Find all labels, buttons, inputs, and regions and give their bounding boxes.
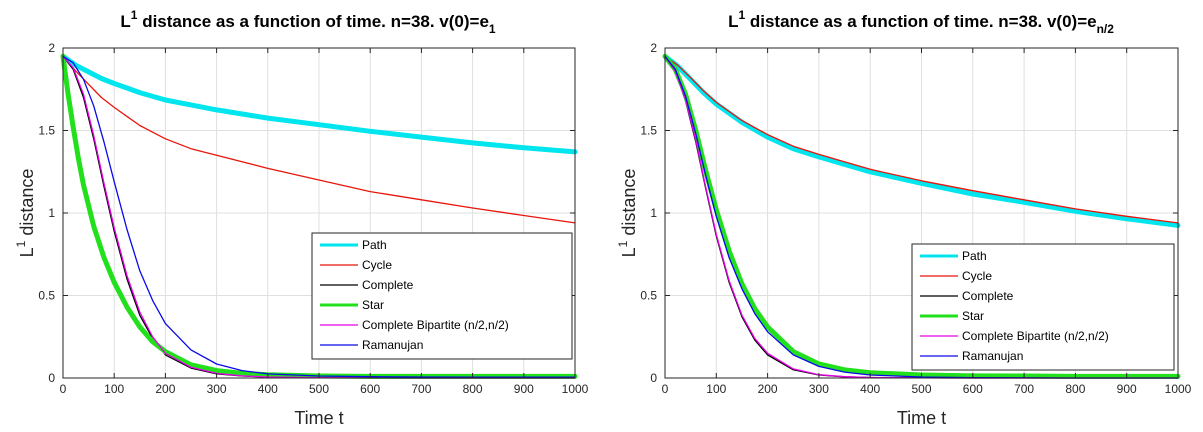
x-tick-label: 400 [860, 382, 880, 396]
y-tick-label: 0 [48, 371, 55, 385]
x-tick-label: 100 [706, 382, 726, 396]
y-tick-label: 1 [650, 206, 657, 220]
y-axis-label: L1 distance [14, 169, 37, 258]
y-tick-label: 0.5 [640, 289, 657, 303]
legend-label-complete-bipartite: Complete Bipartite (n/2,n/2) [362, 318, 509, 332]
legend: Path Cycle Complete Star Complete Bipartite … [311, 232, 573, 360]
series-line-path [662, 53, 1181, 228]
legend-label-star: Star [362, 298, 384, 312]
x-tick-label: 500 [911, 382, 931, 396]
x-tick-label: 800 [463, 382, 483, 396]
y-tick-label: 0 [650, 371, 657, 385]
series-line-path [60, 53, 578, 155]
chart-panel-2: 0 100 200 300 400 500 600 700 800 900 1000 0 0.5 1 1.5… [616, 8, 1192, 428]
legend-label-complete: Complete [362, 278, 414, 292]
x-tick-label: 900 [514, 382, 534, 396]
legend-label-cycle: Cycle [362, 258, 392, 272]
series-line-cycle [664, 55, 1179, 224]
legend-label-path: Path [362, 238, 387, 252]
legend-box [911, 243, 1175, 371]
y-axis-label: L1 distance [616, 169, 639, 258]
x-axis-label: Time t [897, 408, 946, 428]
x-tick-label: 100 [104, 382, 124, 396]
x-tick-label: 1000 [562, 382, 589, 396]
legend-label-complete: Complete [962, 289, 1014, 303]
legend: Path Cycle Complete Star Complete Bipartite … [911, 243, 1175, 371]
chart-title: L1 distance as a function of time. n=38.… [728, 8, 1114, 36]
y-tick-label: 2 [650, 41, 657, 55]
legend-label-complete-bipartite: Complete Bipartite (n/2,n/2) [962, 329, 1109, 343]
x-tick-label: 900 [1117, 382, 1137, 396]
x-tick-label: 500 [309, 382, 329, 396]
legend-label-star: Star [962, 309, 984, 323]
x-tick-label: 600 [963, 382, 983, 396]
x-tick-label: 600 [360, 382, 380, 396]
chart-title: L1 distance as a function of time. n=38.… [120, 8, 496, 36]
series-line-cycle [62, 55, 576, 224]
series-line-star [662, 53, 1181, 379]
x-tick-label: 0 [662, 382, 669, 396]
y-tick-label: 1 [48, 206, 55, 220]
x-tick-label: 700 [411, 382, 431, 396]
legend-box [311, 232, 573, 360]
x-tick-label: 700 [1014, 382, 1034, 396]
legend-label-path: Path [962, 249, 987, 263]
y-tick-label: 2 [48, 41, 55, 55]
x-tick-label: 800 [1065, 382, 1085, 396]
y-tick-label: 1.5 [640, 124, 657, 138]
x-tick-label: 1000 [1165, 382, 1192, 396]
legend-label-cycle: Cycle [962, 269, 992, 283]
legend-label-ramanujan: Ramanujan [362, 338, 423, 352]
series-line-ramanujan [62, 55, 576, 378]
legend-label-ramanujan: Ramanujan [962, 349, 1023, 363]
y-tick-label: 1.5 [38, 124, 55, 138]
x-tick-label: 200 [758, 382, 778, 396]
x-tick-label: 300 [809, 382, 829, 396]
x-axis-label: Time t [294, 408, 343, 428]
x-tick-label: 0 [60, 382, 67, 396]
x-tick-label: 200 [155, 382, 175, 396]
y-tick-label: 0.5 [38, 289, 55, 303]
x-tick-label: 400 [258, 382, 278, 396]
chart-panel-1: 0 100 200 300 400 500 600 700 800 900 1000 0 0.5 1 1.5… [14, 8, 589, 428]
x-tick-label: 300 [207, 382, 227, 396]
